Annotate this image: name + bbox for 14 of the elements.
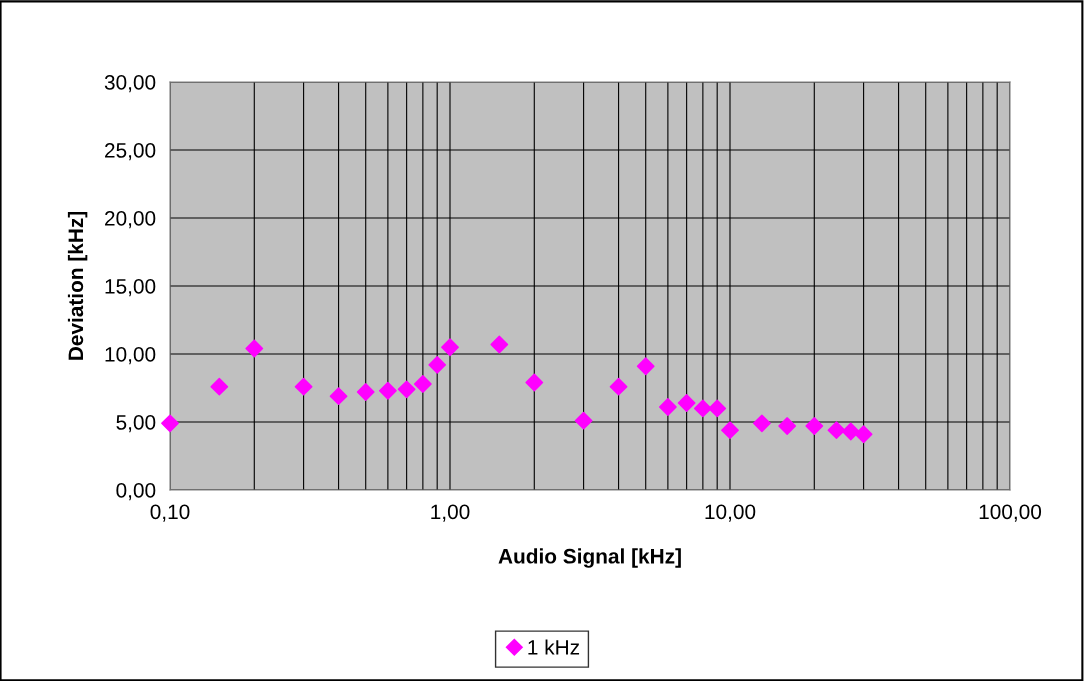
- y-tick-label: 15,00: [105, 279, 156, 297]
- x-axis-title: Audio Signal [kHz]: [498, 548, 681, 568]
- x-tick-label: 1,00: [431, 504, 470, 522]
- y-tick-label: 25,00: [105, 143, 156, 161]
- x-tick-label: 10,00: [705, 504, 756, 522]
- y-axis-title: Deviation [kHz]: [67, 211, 88, 360]
- y-tick-label: 10,00: [105, 347, 156, 365]
- x-tick-label: 0,10: [150, 504, 190, 522]
- y-tick-label: 5,00: [116, 415, 156, 433]
- x-tick-label: 100,00: [979, 504, 1042, 522]
- y-tick-label: 30,00: [104, 75, 156, 93]
- y-tick-label: 0,00: [116, 483, 156, 501]
- legend-label: 1 kHz: [528, 639, 580, 655]
- y-tick-label: 20,00: [105, 211, 156, 229]
